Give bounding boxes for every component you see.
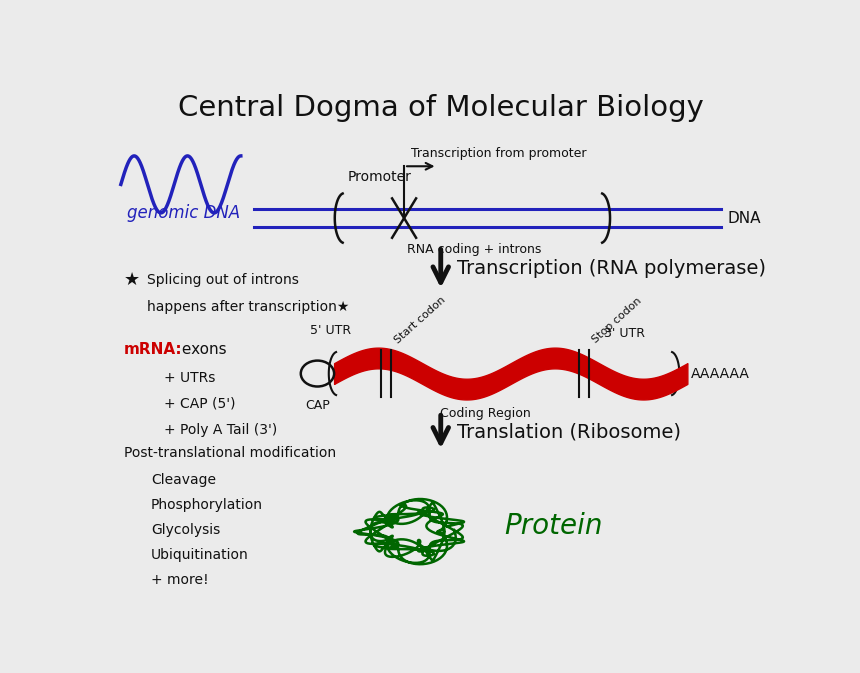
Text: happens after transcription★: happens after transcription★ <box>148 300 350 314</box>
Text: Central Dogma of Molecular Biology: Central Dogma of Molecular Biology <box>178 94 703 122</box>
Text: genomic DNA: genomic DNA <box>127 204 241 222</box>
Text: Post-translational modification: Post-translational modification <box>124 446 336 460</box>
Text: Glycolysis: Glycolysis <box>150 523 220 537</box>
Text: DNA: DNA <box>728 211 761 225</box>
Text: ★: ★ <box>124 271 140 289</box>
Text: Cleavage: Cleavage <box>150 473 216 487</box>
Text: + UTRs: + UTRs <box>164 371 216 385</box>
Text: Coding Region: Coding Region <box>439 407 531 420</box>
Text: exons: exons <box>177 343 227 357</box>
Text: mRNA:: mRNA: <box>124 343 183 357</box>
Text: RNA coding + introns: RNA coding + introns <box>408 243 542 256</box>
Text: Transcription (RNA polymerase): Transcription (RNA polymerase) <box>458 259 766 278</box>
Text: CAP: CAP <box>305 400 330 413</box>
Text: Phosphorylation: Phosphorylation <box>150 498 263 512</box>
Text: AAAAAA: AAAAAA <box>691 367 750 380</box>
Text: Splicing out of introns: Splicing out of introns <box>148 273 299 287</box>
Text: + more!: + more! <box>150 573 208 587</box>
Text: + Poly A Tail (3'): + Poly A Tail (3') <box>164 423 278 437</box>
Text: 3' UTR: 3' UTR <box>604 327 644 340</box>
Text: Translation (Ribosome): Translation (Ribosome) <box>458 423 681 441</box>
Text: Start codon: Start codon <box>393 294 447 345</box>
Text: + CAP (5'): + CAP (5') <box>164 397 236 411</box>
Text: Promoter: Promoter <box>347 170 411 184</box>
Text: 5' UTR: 5' UTR <box>310 324 351 337</box>
Text: Stop codon: Stop codon <box>591 295 644 345</box>
Text: Ubiquitination: Ubiquitination <box>150 548 249 562</box>
Text: Transcription from promoter: Transcription from promoter <box>411 147 587 160</box>
Text: Protein: Protein <box>504 512 603 540</box>
